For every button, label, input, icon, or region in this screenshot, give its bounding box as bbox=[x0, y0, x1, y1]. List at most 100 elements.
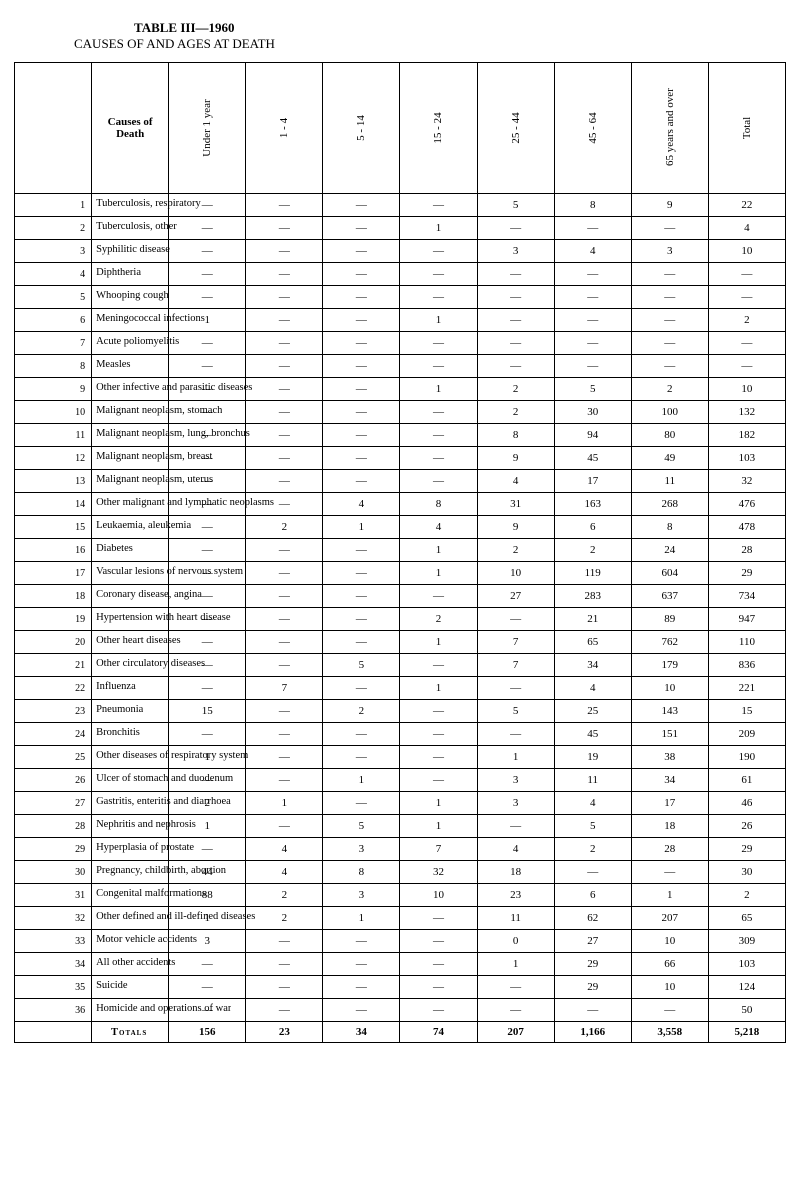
value-cell: 309 bbox=[708, 930, 785, 953]
value-cell: 110 bbox=[708, 631, 785, 654]
title-line-2: CAUSES OF AND AGES AT DEATH bbox=[74, 36, 786, 52]
value-cell: — bbox=[631, 332, 708, 355]
cause-cell: Vascular lesions of nervous system bbox=[92, 562, 169, 585]
value-cell: 34 bbox=[631, 769, 708, 792]
table-row: 13Malignant neoplasm, uterus————4171132 bbox=[15, 470, 786, 493]
cause-cell: Measles bbox=[92, 355, 169, 378]
value-cell: 11 bbox=[477, 907, 554, 930]
cause-cell: Hyperplasia of prostate bbox=[92, 838, 169, 861]
row-number: 29 bbox=[15, 838, 92, 861]
cause-cell: Malignant neoplasm, stomach bbox=[92, 401, 169, 424]
value-cell: 836 bbox=[708, 654, 785, 677]
table-row: 6Meningococcal infections1——1———2 bbox=[15, 309, 786, 332]
table-row: 22Influenza—7—1—410221 bbox=[15, 677, 786, 700]
header-row: Causes of Death Under 1 year 1 - 4 5 - 1… bbox=[15, 63, 786, 194]
value-cell: — bbox=[400, 769, 477, 792]
table-row: 21Other circulatory diseases——5—73417983… bbox=[15, 654, 786, 677]
value-cell: — bbox=[554, 861, 631, 884]
value-cell: 10 bbox=[631, 976, 708, 999]
cause-cell: Hypertension with heart disease bbox=[92, 608, 169, 631]
value-cell: 7 bbox=[400, 838, 477, 861]
table-row: 30Pregnancy, childbirth, abortion4448321… bbox=[15, 861, 786, 884]
value-cell: 80 bbox=[631, 424, 708, 447]
cause-cell: Pneumonia bbox=[92, 700, 169, 723]
cause-text: Other malignant and lymphatic neoplasms bbox=[96, 497, 274, 508]
value-cell: 1 bbox=[400, 378, 477, 401]
value-cell: 3 bbox=[477, 769, 554, 792]
row-number: 36 bbox=[15, 999, 92, 1022]
totals-row: Totals 156 23 34 74 207 1,166 3,558 5,21… bbox=[15, 1022, 786, 1043]
value-cell: 5 bbox=[477, 700, 554, 723]
table-row: 4Diphtheria———————— bbox=[15, 263, 786, 286]
value-cell: — bbox=[323, 240, 400, 263]
cause-cell: Diphtheria bbox=[92, 263, 169, 286]
value-cell: 62 bbox=[554, 907, 631, 930]
table-row: 31Congenital malformations88231023612 bbox=[15, 884, 786, 907]
value-cell: — bbox=[246, 723, 323, 746]
totals-a1: 23 bbox=[246, 1022, 323, 1043]
value-cell: 207 bbox=[631, 907, 708, 930]
value-cell: — bbox=[631, 355, 708, 378]
value-cell: 3 bbox=[477, 240, 554, 263]
table-row: 27Gastritis, enteritis and diarrhoea21—1… bbox=[15, 792, 786, 815]
header-total: Total bbox=[708, 63, 785, 194]
cause-text: Tuberculosis, respiratory bbox=[96, 198, 201, 209]
row-number: 26 bbox=[15, 769, 92, 792]
value-cell: 23 bbox=[477, 884, 554, 907]
header-causes: Causes of Death bbox=[92, 63, 169, 194]
value-cell: 283 bbox=[554, 585, 631, 608]
value-cell: — bbox=[400, 263, 477, 286]
cause-text: Other defined and ill-defined diseases bbox=[96, 911, 255, 922]
value-cell: — bbox=[631, 861, 708, 884]
cause-cell: Other diseases of respiratory system bbox=[92, 746, 169, 769]
value-cell: — bbox=[323, 999, 400, 1022]
value-cell: 10 bbox=[708, 378, 785, 401]
value-cell: 1 bbox=[400, 792, 477, 815]
value-cell: — bbox=[477, 976, 554, 999]
table-row: 9Other infective and parasitic diseases—… bbox=[15, 378, 786, 401]
value-cell: — bbox=[477, 332, 554, 355]
cause-text: Diabetes bbox=[96, 543, 133, 554]
cause-text: Motor vehicle accidents bbox=[96, 934, 197, 945]
value-cell: 3 bbox=[323, 884, 400, 907]
value-cell: 119 bbox=[554, 562, 631, 585]
value-cell: 8 bbox=[631, 516, 708, 539]
header-15-24: 15 - 24 bbox=[400, 63, 477, 194]
row-number: 31 bbox=[15, 884, 92, 907]
value-cell: 28 bbox=[708, 539, 785, 562]
value-cell: — bbox=[400, 240, 477, 263]
value-cell: — bbox=[323, 562, 400, 585]
value-cell: 0 bbox=[477, 930, 554, 953]
value-cell: — bbox=[323, 217, 400, 240]
row-number: 8 bbox=[15, 355, 92, 378]
cause-text: Tuberculosis, other bbox=[96, 221, 177, 232]
value-cell: — bbox=[246, 815, 323, 838]
value-cell: — bbox=[169, 355, 246, 378]
cause-cell: Congenital malformations bbox=[92, 884, 169, 907]
value-cell: 8 bbox=[477, 424, 554, 447]
value-cell: — bbox=[169, 263, 246, 286]
cause-text: Hyperplasia of prostate bbox=[96, 842, 194, 853]
value-cell: 1 bbox=[400, 309, 477, 332]
cause-text: All other accidents bbox=[96, 957, 175, 968]
cause-text: Whooping cough bbox=[96, 290, 169, 301]
header-1-4-text: 1 - 4 bbox=[278, 90, 290, 166]
value-cell: — bbox=[554, 309, 631, 332]
value-cell: 4 bbox=[554, 677, 631, 700]
value-cell: 30 bbox=[554, 401, 631, 424]
value-cell: 45 bbox=[554, 723, 631, 746]
row-number: 33 bbox=[15, 930, 92, 953]
value-cell: 4 bbox=[323, 493, 400, 516]
value-cell: — bbox=[169, 332, 246, 355]
value-cell: — bbox=[323, 930, 400, 953]
value-cell: — bbox=[477, 309, 554, 332]
value-cell: 17 bbox=[554, 470, 631, 493]
value-cell: 2 bbox=[246, 884, 323, 907]
cause-cell: All other accidents bbox=[92, 953, 169, 976]
value-cell: — bbox=[169, 953, 246, 976]
cause-cell: Nephritis and nephrosis bbox=[92, 815, 169, 838]
value-cell: 1 bbox=[477, 953, 554, 976]
cause-cell: Bronchitis bbox=[92, 723, 169, 746]
row-number: 32 bbox=[15, 907, 92, 930]
value-cell: 4 bbox=[554, 240, 631, 263]
